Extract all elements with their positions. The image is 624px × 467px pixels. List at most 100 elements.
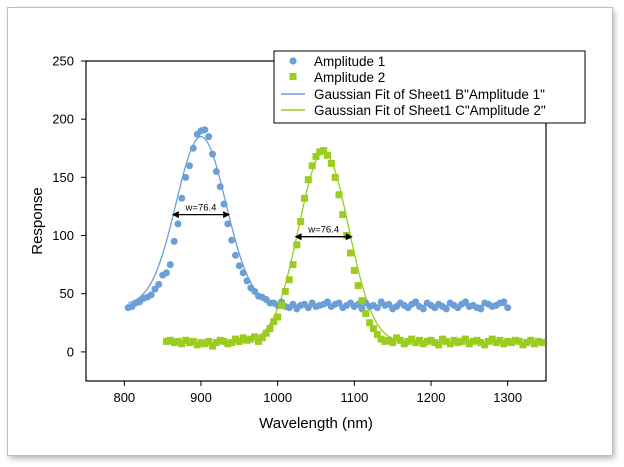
point-amplitude-2: [362, 310, 370, 317]
width-annotation-label: w=76.4: [307, 225, 339, 236]
point-amplitude-2: [527, 336, 535, 344]
point-amplitude-2: [301, 194, 308, 202]
point-amplitude-1: [504, 304, 512, 312]
point-amplitude-2: [400, 340, 408, 348]
point-amplitude-1: [209, 150, 216, 158]
legend-label-fit-2: Gaussian Fit of Sheet1 C"Amplitude 2": [314, 103, 546, 118]
point-amplitude-2: [308, 162, 316, 170]
point-amplitude-2: [262, 329, 270, 337]
legend-marker-amplitude-1: [289, 57, 297, 65]
x-tick-label: 800: [113, 390, 135, 405]
x-tick-label: 900: [190, 390, 212, 405]
point-amplitude-2: [488, 335, 496, 343]
point-amplitude-2: [285, 276, 293, 284]
point-amplitude-2: [462, 335, 469, 343]
point-amplitude-2: [416, 336, 423, 344]
y-axis-label: Response: [29, 187, 46, 255]
point-amplitude-2: [224, 340, 232, 348]
point-amplitude-2: [212, 339, 220, 347]
y-tick-label: 150: [52, 170, 74, 185]
point-amplitude-2: [239, 334, 247, 342]
point-amplitude-1: [212, 168, 220, 175]
point-amplitude-1: [251, 287, 259, 295]
point-amplitude-1: [182, 173, 190, 181]
point-amplitude-2: [304, 176, 312, 184]
fit-curve-2: [166, 151, 543, 344]
x-tick-label: 1100: [340, 390, 368, 405]
point-amplitude-2: [442, 337, 450, 345]
point-amplitude-2: [278, 301, 285, 309]
point-amplitude-2: [377, 335, 385, 343]
point-amplitude-2: [197, 339, 205, 347]
point-amplitude-1: [477, 305, 485, 313]
point-amplitude-2: [423, 337, 431, 345]
point-amplitude-2: [258, 334, 266, 342]
point-amplitude-2: [412, 339, 420, 347]
point-amplitude-2: [193, 341, 201, 349]
point-amplitude-2: [266, 325, 274, 333]
point-amplitude-2: [216, 336, 224, 344]
point-amplitude-2: [324, 151, 331, 159]
point-amplitude-2: [404, 337, 412, 345]
point-amplitude-1: [304, 304, 312, 312]
point-amplitude-2: [209, 342, 216, 350]
width-arrow-head-right: [345, 233, 353, 241]
point-amplitude-2: [289, 261, 297, 269]
point-amplitude-2: [228, 339, 236, 347]
ticks: 800 900 1000 1100 1200 1300 0 50 100 150 200 250: [52, 54, 522, 406]
point-amplitude-2: [431, 339, 439, 347]
point-amplitude-2: [251, 333, 259, 341]
y-tick-label: 200: [52, 112, 74, 127]
point-amplitude-2: [316, 148, 324, 156]
point-amplitude-2: [327, 159, 335, 167]
point-amplitude-1: [224, 220, 232, 228]
point-amplitude-1: [373, 304, 381, 312]
width-arrow-head-left: [171, 211, 179, 219]
legend-item-amplitude-2: Amplitude 2: [289, 70, 385, 85]
point-amplitude-2: [492, 339, 500, 347]
point-amplitude-2: [339, 211, 347, 219]
point-amplitude-2: [201, 340, 209, 348]
point-amplitude-2: [297, 218, 305, 226]
point-amplitude-2: [247, 335, 255, 343]
point-amplitude-1: [500, 298, 508, 306]
point-amplitude-2: [477, 339, 485, 347]
point-amplitude-2: [473, 336, 481, 344]
point-amplitude-2: [182, 336, 190, 344]
point-amplitude-2: [189, 337, 197, 345]
x-tick-label: 1000: [263, 390, 292, 405]
point-amplitude-1: [147, 291, 155, 299]
y-tick-label: 50: [60, 286, 74, 301]
point-amplitude-2: [519, 341, 527, 349]
point-amplitude-2: [350, 267, 358, 274]
point-amplitude-2: [381, 337, 389, 345]
fit-curve-1: [128, 136, 507, 307]
point-amplitude-1: [166, 261, 174, 269]
point-amplitude-2: [235, 337, 243, 345]
point-amplitude-1: [335, 299, 343, 307]
point-amplitude-1: [151, 285, 159, 293]
x-tick-label: 1200: [417, 390, 446, 405]
point-amplitude-1: [239, 269, 247, 277]
legend-box: [273, 50, 586, 124]
point-amplitude-1: [170, 237, 178, 245]
legend-label-amplitude-1: Amplitude 1: [314, 54, 385, 69]
point-amplitude-2: [435, 341, 443, 349]
point-amplitude-1: [220, 200, 228, 208]
point-amplitude-2: [170, 339, 178, 347]
point-amplitude-2: [538, 339, 546, 347]
point-amplitude-1: [186, 162, 193, 170]
point-amplitude-2: [243, 336, 251, 344]
point-amplitude-2: [205, 337, 213, 345]
point-amplitude-1: [216, 183, 224, 191]
point-amplitude-2: [385, 336, 393, 344]
point-amplitude-1: [462, 298, 469, 306]
point-amplitude-1: [235, 262, 243, 270]
point-amplitude-2: [469, 337, 477, 345]
point-amplitude-2: [465, 340, 473, 348]
point-amplitude-2: [312, 152, 320, 160]
legend-label-amplitude-2: Amplitude 2: [314, 70, 385, 85]
point-amplitude-2: [366, 319, 374, 327]
point-amplitude-2: [358, 297, 366, 305]
